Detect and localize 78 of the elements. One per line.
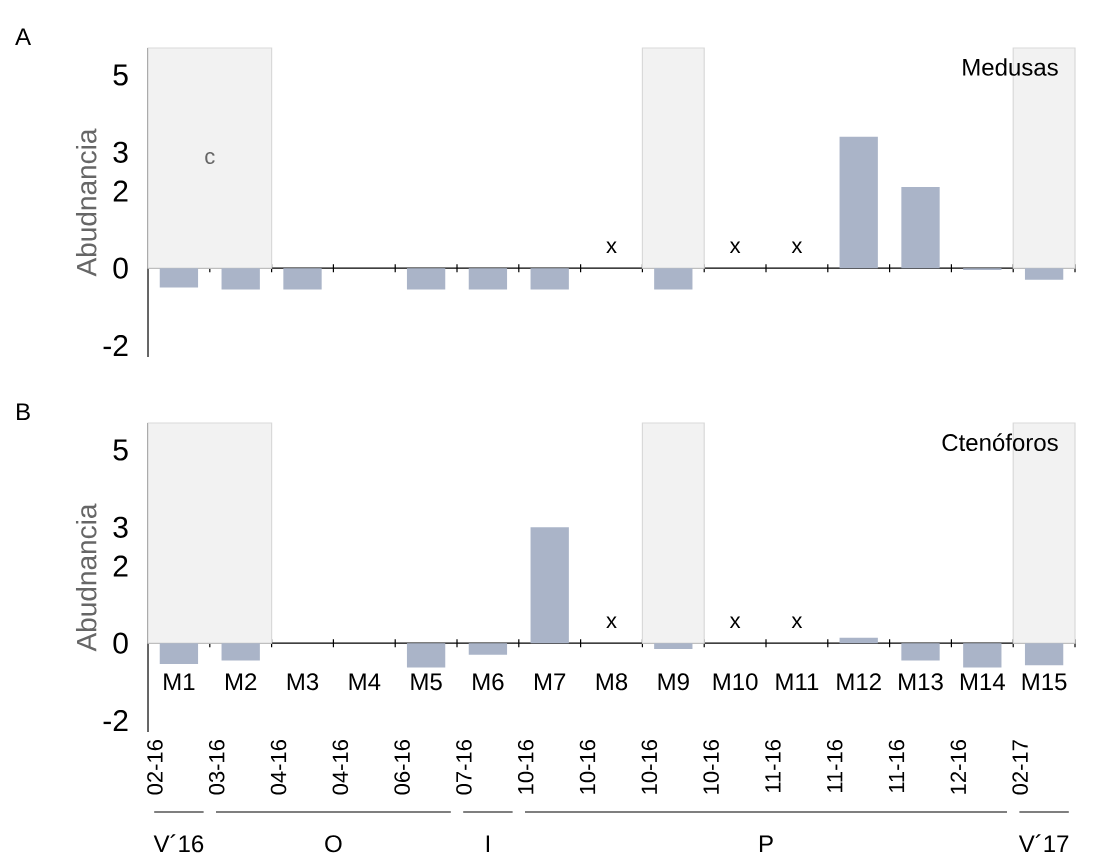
chart-title: Ctenóforos bbox=[942, 433, 1058, 452]
x-tick-label: M1 bbox=[164, 673, 195, 690]
chart-title: Medusas bbox=[963, 58, 1058, 76]
text: A bbox=[15, 28, 32, 45]
bar bbox=[1024, 643, 1064, 666]
text: 02-16 bbox=[147, 740, 163, 795]
bar bbox=[159, 643, 199, 665]
text: 04-16 bbox=[270, 740, 287, 795]
y-tick-label: 3 bbox=[113, 141, 128, 163]
text: I bbox=[486, 835, 490, 852]
bar bbox=[468, 268, 508, 290]
x-tick-label: M7 bbox=[535, 673, 566, 690]
x-tick-label: M2 bbox=[226, 673, 257, 690]
bar bbox=[530, 268, 569, 290]
annotation: c bbox=[205, 152, 215, 165]
text: 02-17 bbox=[1012, 740, 1028, 795]
text: V´16 bbox=[153, 834, 204, 853]
x-tick-label: M14 bbox=[960, 673, 1005, 690]
text: x bbox=[729, 241, 741, 254]
text: x bbox=[606, 241, 617, 254]
x-tick-label: M10 bbox=[713, 673, 758, 691]
text: P bbox=[759, 835, 773, 852]
text: 10-16 bbox=[517, 740, 534, 794]
x-tick-label: M8 bbox=[596, 673, 628, 691]
y-tick-label: 3 bbox=[113, 516, 128, 538]
y-tick-label: 0 bbox=[113, 632, 128, 654]
x-tick-label: M4 bbox=[349, 673, 381, 690]
text: x bbox=[791, 616, 803, 629]
bar bbox=[406, 643, 446, 668]
bar bbox=[221, 643, 260, 661]
text: 10-16 bbox=[641, 740, 658, 794]
text: 11-16 bbox=[765, 740, 781, 793]
x-tick-label: M5 bbox=[411, 673, 442, 691]
x-tick-label: M9 bbox=[658, 673, 689, 691]
y-tick-label: 5 bbox=[113, 64, 128, 86]
bar bbox=[283, 268, 322, 290]
y-tick-label: -2 bbox=[103, 334, 128, 356]
y-tick-label: 5 bbox=[113, 439, 128, 461]
bar bbox=[1024, 268, 1064, 280]
text: x bbox=[606, 616, 617, 629]
text: 07-16 bbox=[456, 740, 472, 795]
y-tick-label: 2 bbox=[113, 180, 128, 202]
bar bbox=[901, 643, 940, 661]
bar bbox=[654, 268, 693, 290]
y-axis-title: Abudnancia bbox=[75, 503, 97, 652]
bar bbox=[530, 527, 569, 644]
bar bbox=[654, 643, 693, 649]
x-tick-label: M11 bbox=[776, 673, 819, 690]
text: 11-16 bbox=[888, 740, 905, 793]
text: 11-16 bbox=[826, 740, 843, 793]
x-tick-label: M3 bbox=[287, 673, 319, 691]
text: B bbox=[17, 403, 30, 420]
bar bbox=[159, 268, 199, 288]
y-tick-label: 2 bbox=[113, 555, 128, 577]
x-tick-label: M15 bbox=[1022, 673, 1067, 691]
y-tick-label: 0 bbox=[113, 257, 128, 279]
x-tick-label: M13 bbox=[899, 673, 943, 691]
text: 04-16 bbox=[332, 740, 349, 795]
text: 12-16 bbox=[950, 740, 967, 794]
x-tick-label: M12 bbox=[837, 673, 881, 690]
bar bbox=[839, 136, 878, 269]
bar bbox=[963, 643, 1002, 668]
text: 03-16 bbox=[208, 740, 225, 795]
text: 10-16 bbox=[703, 740, 719, 794]
text: O bbox=[325, 835, 342, 853]
bar bbox=[901, 187, 940, 269]
bar bbox=[406, 268, 446, 290]
bar bbox=[839, 637, 878, 644]
text: V´17 bbox=[1018, 834, 1069, 852]
text: 10-16 bbox=[579, 740, 596, 794]
bar bbox=[468, 643, 508, 655]
text: x bbox=[729, 616, 741, 629]
y-axis-title: Abudnancia bbox=[75, 128, 97, 277]
x-tick-label: M6 bbox=[473, 673, 504, 691]
text: 06-16 bbox=[394, 740, 410, 795]
bar bbox=[221, 268, 260, 290]
y-tick-label: -2 bbox=[103, 709, 128, 731]
text: x bbox=[791, 241, 803, 254]
